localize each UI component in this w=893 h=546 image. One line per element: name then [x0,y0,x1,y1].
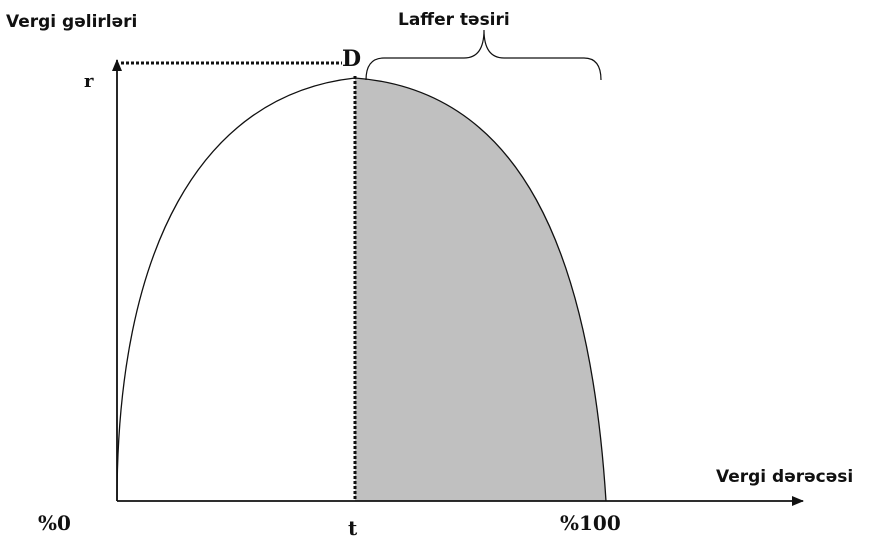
full-rate-label: %100 [560,511,621,535]
y-axis-label: Vergi gəlirləri [6,12,137,32]
laffer-effect-brace [365,29,602,81]
origin-label: %0 [38,511,71,535]
max-revenue-label: r [84,71,94,92]
x-axis-label: Vergi dərəcəsi [716,467,853,487]
laffer-effect-label: Laffer təsiri [398,10,510,30]
laffer-shaded-region [355,78,606,501]
optimal-rate-label: t [348,516,358,540]
peak-point-label: D [342,46,361,72]
